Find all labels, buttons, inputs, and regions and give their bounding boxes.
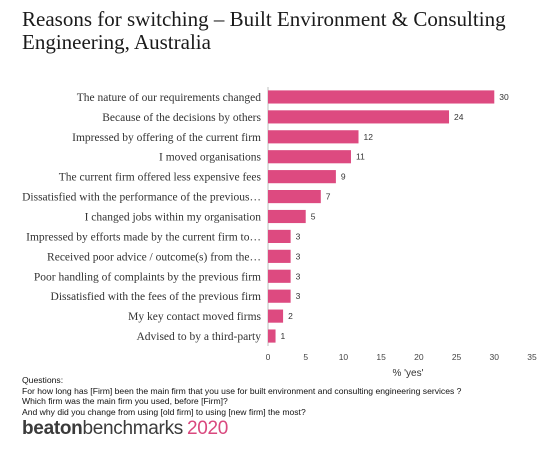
category-label: I changed jobs within my organisation xyxy=(85,212,262,224)
bar xyxy=(268,110,450,124)
bar xyxy=(268,289,291,303)
data-label: 30 xyxy=(499,92,509,102)
data-label: 3 xyxy=(296,251,301,261)
x-tick-label: 20 xyxy=(414,352,424,362)
data-label: 9 xyxy=(341,172,346,182)
bar xyxy=(268,309,284,323)
data-label: 5 xyxy=(311,212,316,222)
category-label: Poor handling of complaints by the previ… xyxy=(34,271,261,283)
data-label: 24 xyxy=(454,112,464,122)
data-label: 1 xyxy=(281,331,286,341)
category-label: Dissatisfied with the performance of the… xyxy=(22,192,261,204)
bar xyxy=(268,130,359,144)
x-tick-label: 10 xyxy=(339,352,349,362)
bar xyxy=(268,229,291,243)
data-label: 7 xyxy=(326,192,331,202)
data-label: 3 xyxy=(296,271,301,281)
data-label: 12 xyxy=(364,132,374,142)
brand-year: 2020 xyxy=(186,418,229,439)
x-tick-label: 15 xyxy=(376,352,386,362)
category-label: Impressed by efforts made by the current… xyxy=(26,231,261,243)
bar xyxy=(268,209,306,224)
question-line: And why did you change from using [old f… xyxy=(22,406,306,417)
brand-part1: beaton xyxy=(22,418,83,439)
x-tick-label: 35 xyxy=(527,352,537,362)
category-label: The current firm offered less expensive … xyxy=(59,172,262,184)
bar xyxy=(268,170,336,184)
x-tick-label: 0 xyxy=(266,352,271,362)
category-label: I moved organisations xyxy=(159,152,262,164)
category-label: Impressed by offering of the current fir… xyxy=(72,132,261,144)
bar xyxy=(268,249,291,263)
bar-chart: The nature of our requirements changed 30… xyxy=(22,87,537,379)
data-label: 3 xyxy=(296,291,301,301)
category-label: Because of the decisions by others xyxy=(102,112,261,124)
question-line: Which firm was the main firm you used, b… xyxy=(22,396,228,407)
bar xyxy=(268,90,495,104)
brand-part2: benchmarks xyxy=(82,418,183,439)
category-label: Advised to by a third-party xyxy=(136,331,261,343)
questions-note: Questions: For how long has [Firm] been … xyxy=(22,375,552,417)
chart-title: Reasons for switching – Built Environmen… xyxy=(22,7,506,54)
data-label: 11 xyxy=(356,152,365,162)
bar xyxy=(268,269,291,283)
bar xyxy=(268,190,321,204)
x-tick-label: 30 xyxy=(490,352,500,362)
questions-heading: Questions: xyxy=(22,375,64,385)
data-label: 2 xyxy=(288,311,293,321)
category-label: Received poor advice / outcome(s) from t… xyxy=(47,251,261,263)
x-tick-label: 25 xyxy=(452,352,462,362)
category-label: My key contact moved firms xyxy=(128,311,261,323)
bar xyxy=(268,150,351,164)
category-label: The nature of our requirements changed xyxy=(77,92,261,104)
data-label: 3 xyxy=(296,231,301,241)
question-line: For how long has [Firm] been the main fi… xyxy=(22,385,462,396)
brand-logo: beatonbenchmarks 2020 xyxy=(22,418,228,440)
bar xyxy=(268,329,276,343)
x-tick-label: 5 xyxy=(303,352,308,362)
category-label: Dissatisfied with the fees of the previo… xyxy=(51,291,262,303)
x-axis-title: % 'yes' xyxy=(392,368,423,379)
